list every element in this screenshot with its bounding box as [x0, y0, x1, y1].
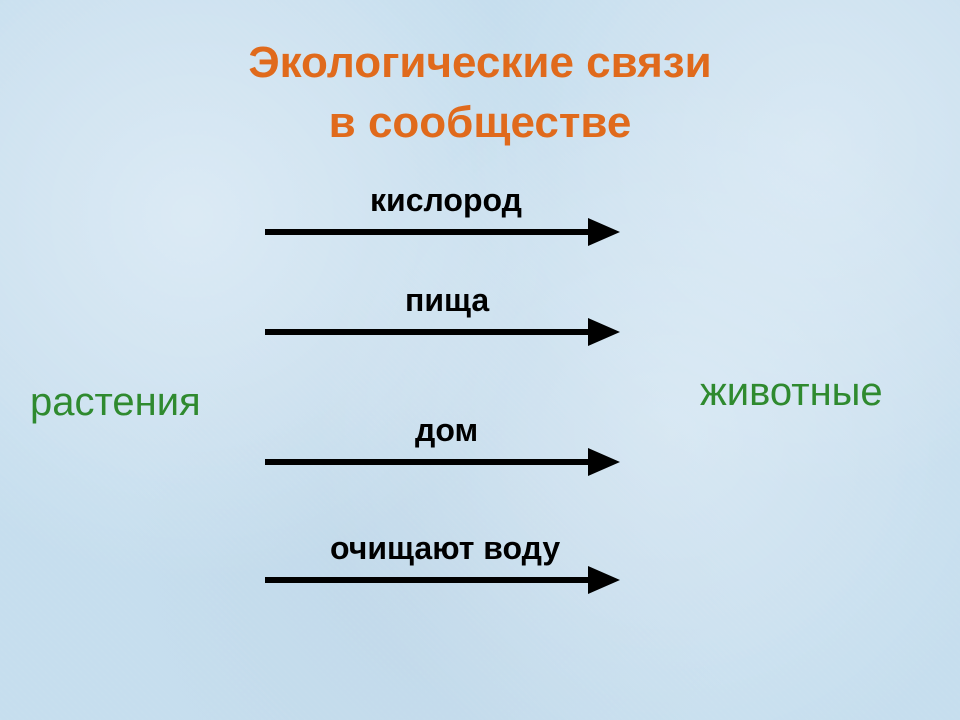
arrow-label-3: дом: [415, 412, 478, 449]
arrow-label-1: кислород: [370, 182, 522, 219]
arrow-label-2: пища: [405, 282, 489, 319]
arrow-shaft: [265, 459, 592, 465]
title-line-2: в сообществе: [0, 98, 960, 148]
arrow-head-icon: [588, 318, 620, 346]
arrow-shaft: [265, 577, 592, 583]
arrow-shaft: [265, 229, 592, 235]
diagram-stage: Экологические связи в сообществе растени…: [0, 0, 960, 720]
title-line-1: Экологические связи: [0, 38, 960, 88]
arrow-head-icon: [588, 566, 620, 594]
left-source-label: растения: [30, 380, 201, 425]
arrow-head-icon: [588, 448, 620, 476]
arrow-label-4: очищают воду: [330, 530, 560, 567]
arrow-shaft: [265, 329, 592, 335]
right-target-label: животные: [700, 370, 883, 415]
arrow-head-icon: [588, 218, 620, 246]
